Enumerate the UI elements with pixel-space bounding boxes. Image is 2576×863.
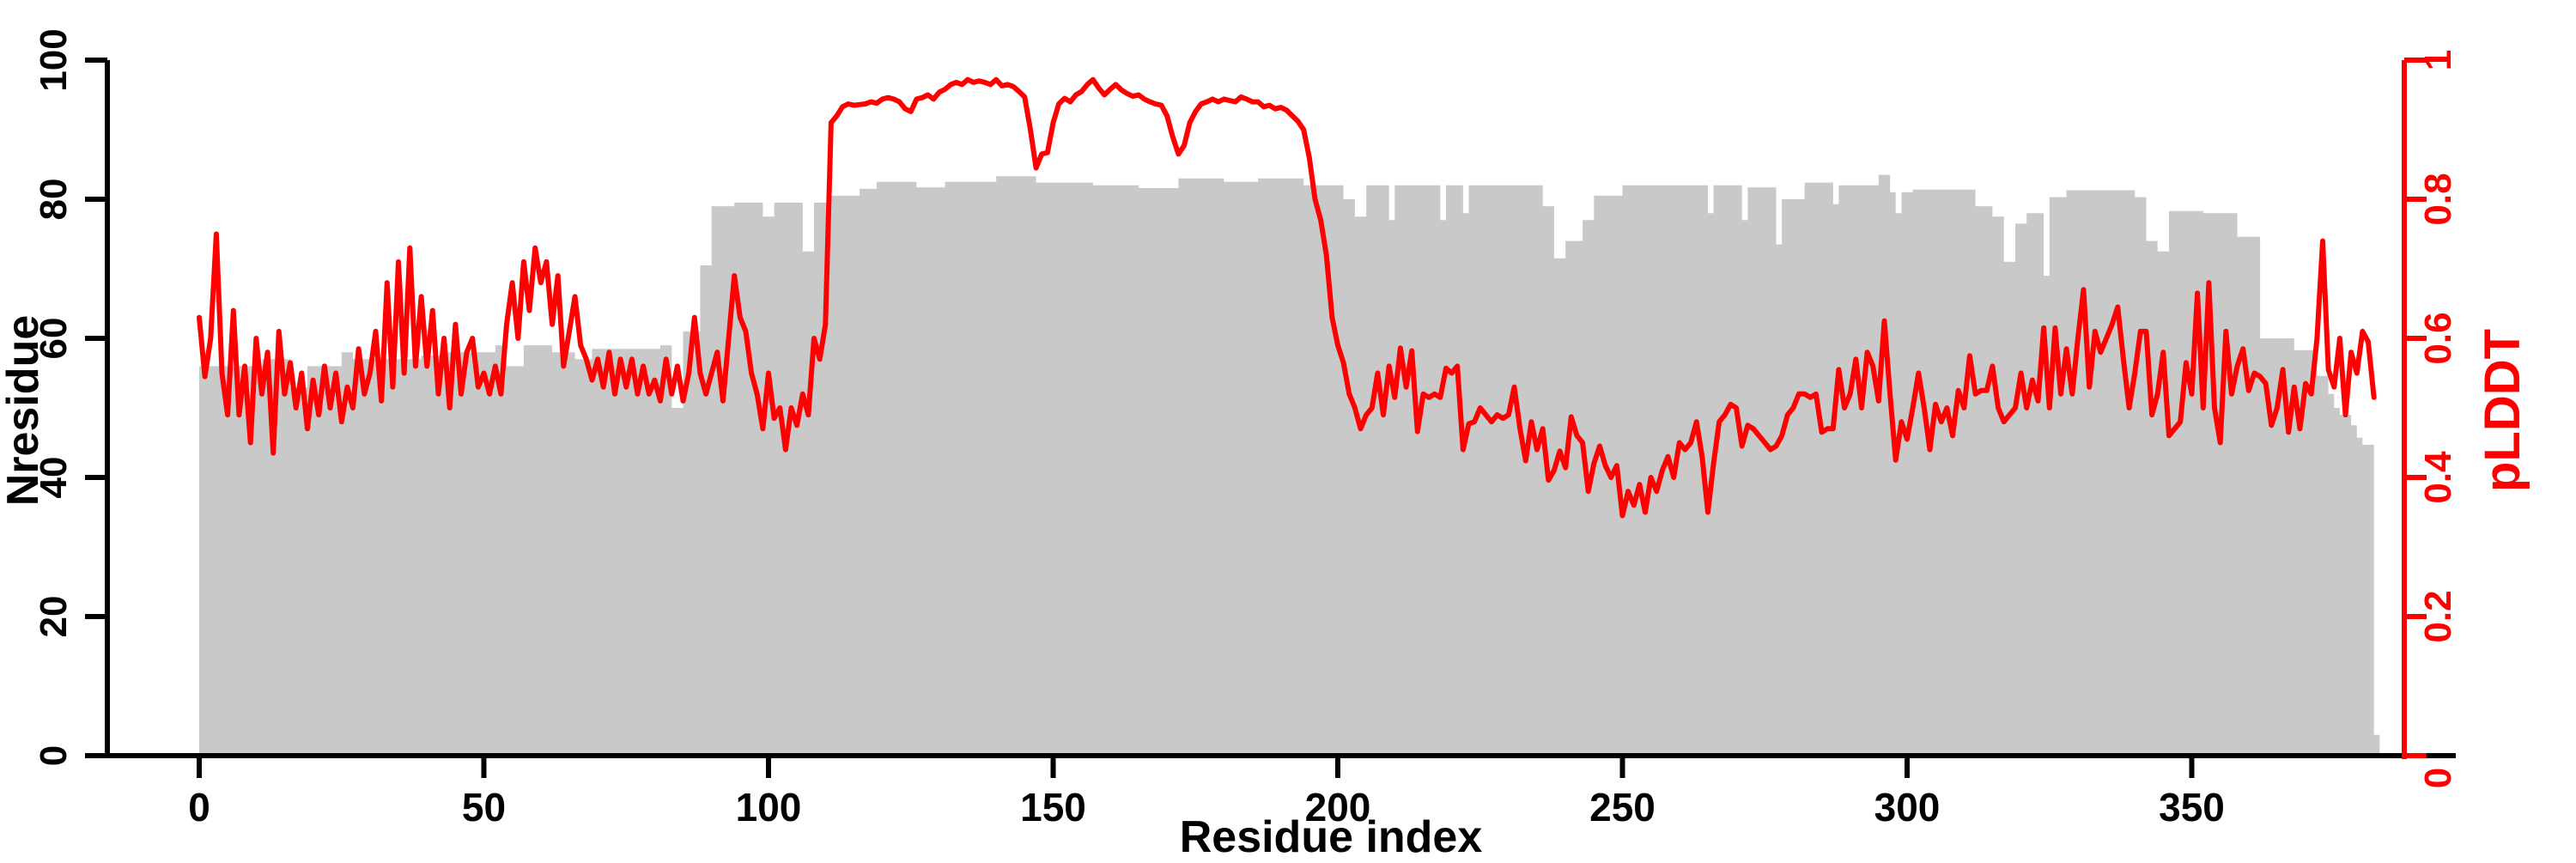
y-axis-left-tick-label: 100 [33,28,75,91]
y-axis-right: 0 0.2 0.4 0.6 0.8 1 [2402,50,2459,788]
y-axis-left-tick-label: 20 [33,596,75,638]
x-axis-title: Residue index [1180,812,1483,859]
plddt-line-series [197,76,2377,519]
x-axis-tick-label: 100 [736,785,802,830]
y-axis-left-title: Nresidue [0,315,48,507]
x-axis-tick-label: 150 [1020,785,1086,830]
y-axis-left-tick-label: 80 [33,179,75,221]
x-axis-tick-label: 50 [462,785,506,830]
x-axis-tick-label: 200 [1305,785,1371,830]
x-axis-tick-label: 300 [1874,785,1941,830]
y-axis-left-tick-label: 0 [33,745,75,766]
y-axis-right-title: pLDDT [2475,329,2530,492]
y-axis-left-tick-label: 60 [33,318,75,360]
y-axis-right-tick-label: 0.2 [2417,590,2459,642]
x-axis-tick-label: 0 [188,785,210,830]
y-axis-left: 0 20 40 60 80 100 [33,28,110,766]
y-axis-right-tick-label: 0 [2417,768,2459,788]
nresidue-step-area [199,174,2380,757]
y-axis-left-tick-label: 40 [33,457,75,499]
y-axis-right-tick-label: 0.8 [2417,173,2459,225]
y-axis-right-tick-label: 0.4 [2417,451,2459,504]
x-axis: 0 50 100 150 200 250 300 350 [107,753,2456,830]
y-axis-right-tick-label: 1 [2417,50,2459,70]
x-axis-tick-label: 350 [2159,785,2225,830]
x-axis-tick-label: 250 [1589,785,1656,830]
y-axis-right-tick-label: 0.6 [2417,312,2459,364]
plddt-polyline [197,76,2377,519]
nresidue-area-path [199,174,2380,757]
